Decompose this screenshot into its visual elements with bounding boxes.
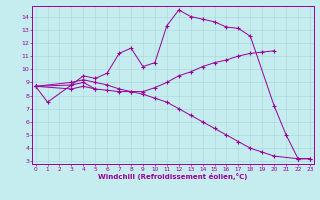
X-axis label: Windchill (Refroidissement éolien,°C): Windchill (Refroidissement éolien,°C) [98, 173, 247, 180]
